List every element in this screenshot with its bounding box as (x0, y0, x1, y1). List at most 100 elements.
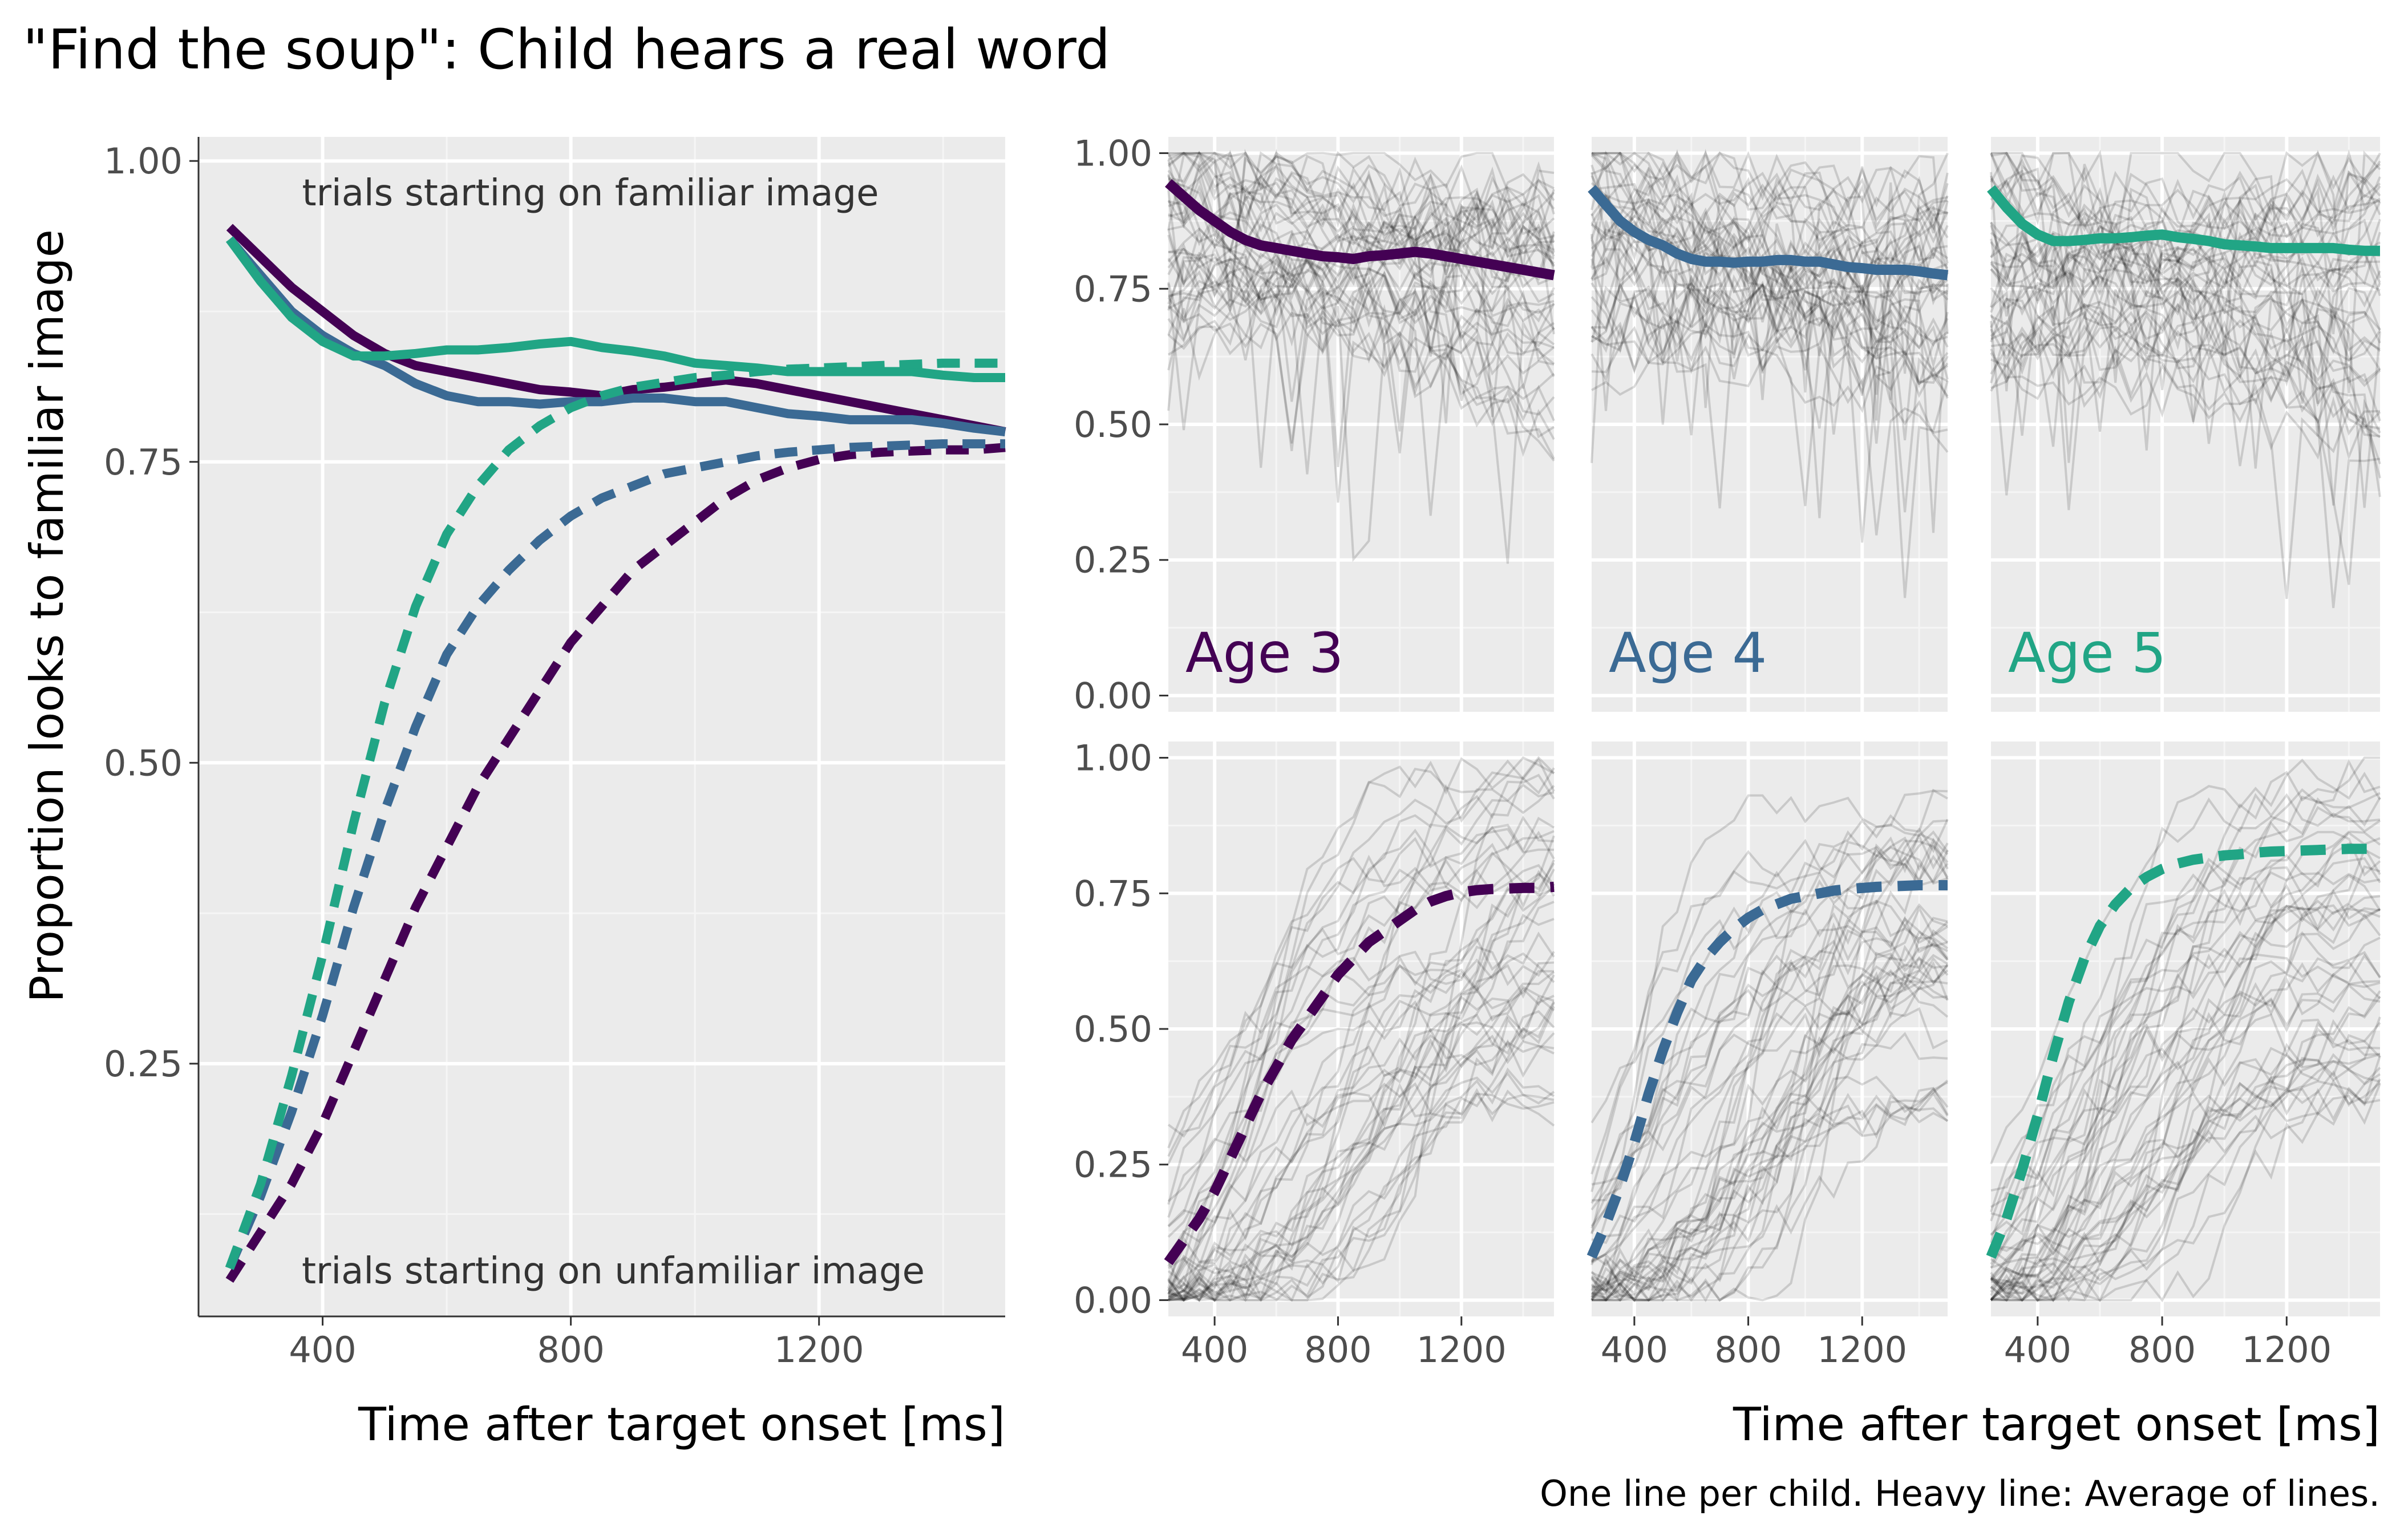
child-line (1990, 260, 2381, 439)
child-line (1590, 954, 1949, 1291)
main-panel-background (199, 137, 1005, 1316)
annotation-bottom: trials starting on unfamiliar image (302, 1250, 925, 1292)
child-line (1590, 937, 1949, 1234)
child-line (1990, 904, 2381, 1293)
child-line (1591, 929, 1949, 1300)
child-line (1990, 168, 2381, 351)
child-line (1167, 151, 1555, 253)
child-line (1990, 906, 2381, 1236)
child-line (1590, 214, 1948, 328)
facet-age5-familiar: Age 5 (1987, 137, 2381, 712)
child-line (1167, 227, 1555, 439)
child-line (1591, 152, 1948, 444)
x-axis-title-main: Time after target onset [ms] (358, 1398, 1005, 1451)
child-line (1990, 1078, 2381, 1291)
child-line (1167, 785, 1555, 1295)
facet-age3-familiar-mean-line (1165, 179, 1555, 281)
child-line (1592, 152, 1949, 453)
facet-age3-familiar: 0.00 0.25 0.50 0.75 1.00 Age 3 (1074, 133, 1555, 716)
child-line (1990, 154, 2381, 278)
child-line (1991, 1019, 2381, 1302)
child-line (1167, 830, 1555, 1138)
child-line (1168, 151, 1555, 266)
child-line (1590, 819, 1948, 1227)
child-line (1168, 970, 1555, 1302)
child-line (1990, 931, 2381, 1222)
child-line (1590, 789, 1948, 1266)
child-line (1990, 314, 2381, 377)
child-line (1990, 176, 2381, 436)
child-line (1990, 1056, 2381, 1302)
child-line (1590, 172, 1949, 384)
child-line (1167, 757, 1555, 1202)
child-line (1990, 1016, 2381, 1302)
child-line (1592, 1087, 1949, 1302)
child-line (1590, 969, 1949, 1301)
main-y-tick-label: 0.50 (104, 742, 183, 784)
facet-age4-familiar: Age 4 (1588, 137, 1949, 712)
child-line (1990, 225, 2381, 609)
x-axis-title-facets: Time after target onset [ms] (1733, 1398, 2380, 1451)
child-line (1168, 180, 1555, 516)
child-line (1167, 266, 1555, 402)
child-line (1591, 980, 1948, 1263)
child-line (1590, 154, 1949, 518)
child-line (1590, 152, 1949, 421)
child-line (1591, 854, 1949, 1244)
facet-age5-familiar-label: Age 5 (2008, 621, 2166, 685)
child-line (1591, 905, 1949, 1271)
child-line (1590, 833, 1949, 1193)
child-line (1990, 160, 2381, 335)
child-line (1167, 1092, 1555, 1303)
child-line (1590, 182, 1949, 392)
child-line (1591, 1007, 1948, 1202)
child-line (1590, 183, 1949, 366)
child-line (1591, 196, 1948, 400)
child-line (1167, 223, 1555, 381)
child-line (1990, 756, 2380, 1253)
child-line (1590, 899, 1948, 1234)
child-line (1590, 150, 1948, 264)
child-line (1590, 939, 1949, 1298)
facet-x-tick-label: 400 (1181, 1329, 1248, 1371)
child-line (1990, 953, 2381, 1192)
main-series-age3-unfamiliar (225, 443, 1006, 1283)
main-y-tick-label: 1.00 (104, 140, 183, 182)
child-line (1990, 303, 2381, 497)
child-line (1591, 148, 1949, 395)
main-y-tick-label: 0.75 (104, 441, 183, 483)
child-line (1590, 166, 1949, 408)
child-line (1990, 1034, 2381, 1285)
main-panel: 0.25 0.50 0.75 1.00 400 800 1200 trials startin… (104, 137, 1006, 1371)
child-line (1591, 971, 1948, 1296)
child-line (1168, 250, 1555, 444)
child-line (1990, 759, 2381, 1281)
y-axis-title: Proportion looks to familiar image (21, 229, 74, 1003)
child-line (1990, 352, 2381, 465)
child-line (1590, 832, 1949, 1303)
child-line (1167, 248, 1555, 453)
child-line (1990, 348, 2381, 585)
child-line (1990, 321, 2381, 387)
child-line (1167, 961, 1555, 1292)
child-line (1167, 984, 1555, 1301)
child-line (1167, 161, 1555, 305)
facet-age3-familiar-label: Age 3 (1185, 621, 1343, 685)
child-line (1167, 242, 1555, 416)
child-line (1167, 995, 1555, 1302)
main-y-tick-label: 0.25 (104, 1043, 183, 1085)
child-line (1168, 1002, 1555, 1302)
child-line (1590, 915, 1948, 1267)
facet-y-tick-label: 1.00 (1074, 133, 1152, 175)
child-line (1168, 200, 1555, 349)
child-line (1168, 248, 1555, 462)
child-line (1168, 258, 1555, 339)
child-line (1990, 1053, 2381, 1263)
facet-y-tick-label: 0.75 (1074, 873, 1152, 914)
child-line (1167, 192, 1555, 411)
facet-age4-familiar-child-lines (1590, 148, 1949, 598)
child-line (1592, 952, 1948, 1302)
child-line (1990, 889, 2381, 1219)
facet-y-tick-label: 1.00 (1074, 737, 1152, 779)
